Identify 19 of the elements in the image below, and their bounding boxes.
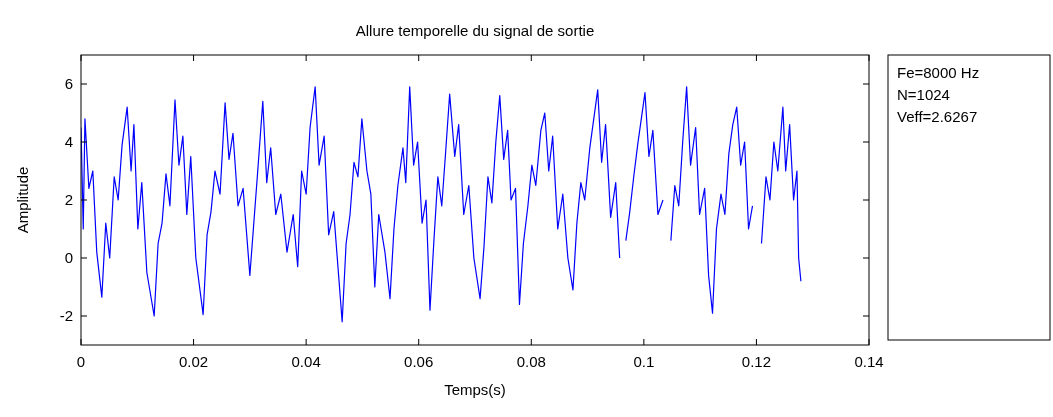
- y-tick-label: 6: [64, 75, 73, 92]
- x-tick-label: 0.08: [516, 353, 546, 370]
- x-tick-label: 0.1: [633, 353, 655, 370]
- y-axis-title: Amplitude: [14, 166, 31, 234]
- y-tick-label: -2: [59, 307, 73, 324]
- x-tick-label: 0.06: [404, 353, 434, 370]
- y-tick-label: 4: [64, 133, 73, 150]
- text: N=1024: [897, 86, 950, 103]
- text: Fe=8000 Hz: [897, 64, 980, 81]
- y-tick-label: 0: [64, 249, 73, 266]
- text: Veff=2.6267: [897, 108, 978, 125]
- y-tick-label: 2: [64, 191, 73, 208]
- x-tick-label: 0: [76, 353, 86, 370]
- chart-title: Allure temporelle du signal de sortie: [355, 22, 595, 39]
- x-tick-label: 0.02: [178, 353, 209, 370]
- x-axis-title: Temps(s): [444, 381, 506, 398]
- x-tick-label: 0.14: [854, 353, 884, 370]
- x-tick-label: 0.12: [741, 353, 772, 370]
- x-tick-label: 0.04: [291, 353, 321, 370]
